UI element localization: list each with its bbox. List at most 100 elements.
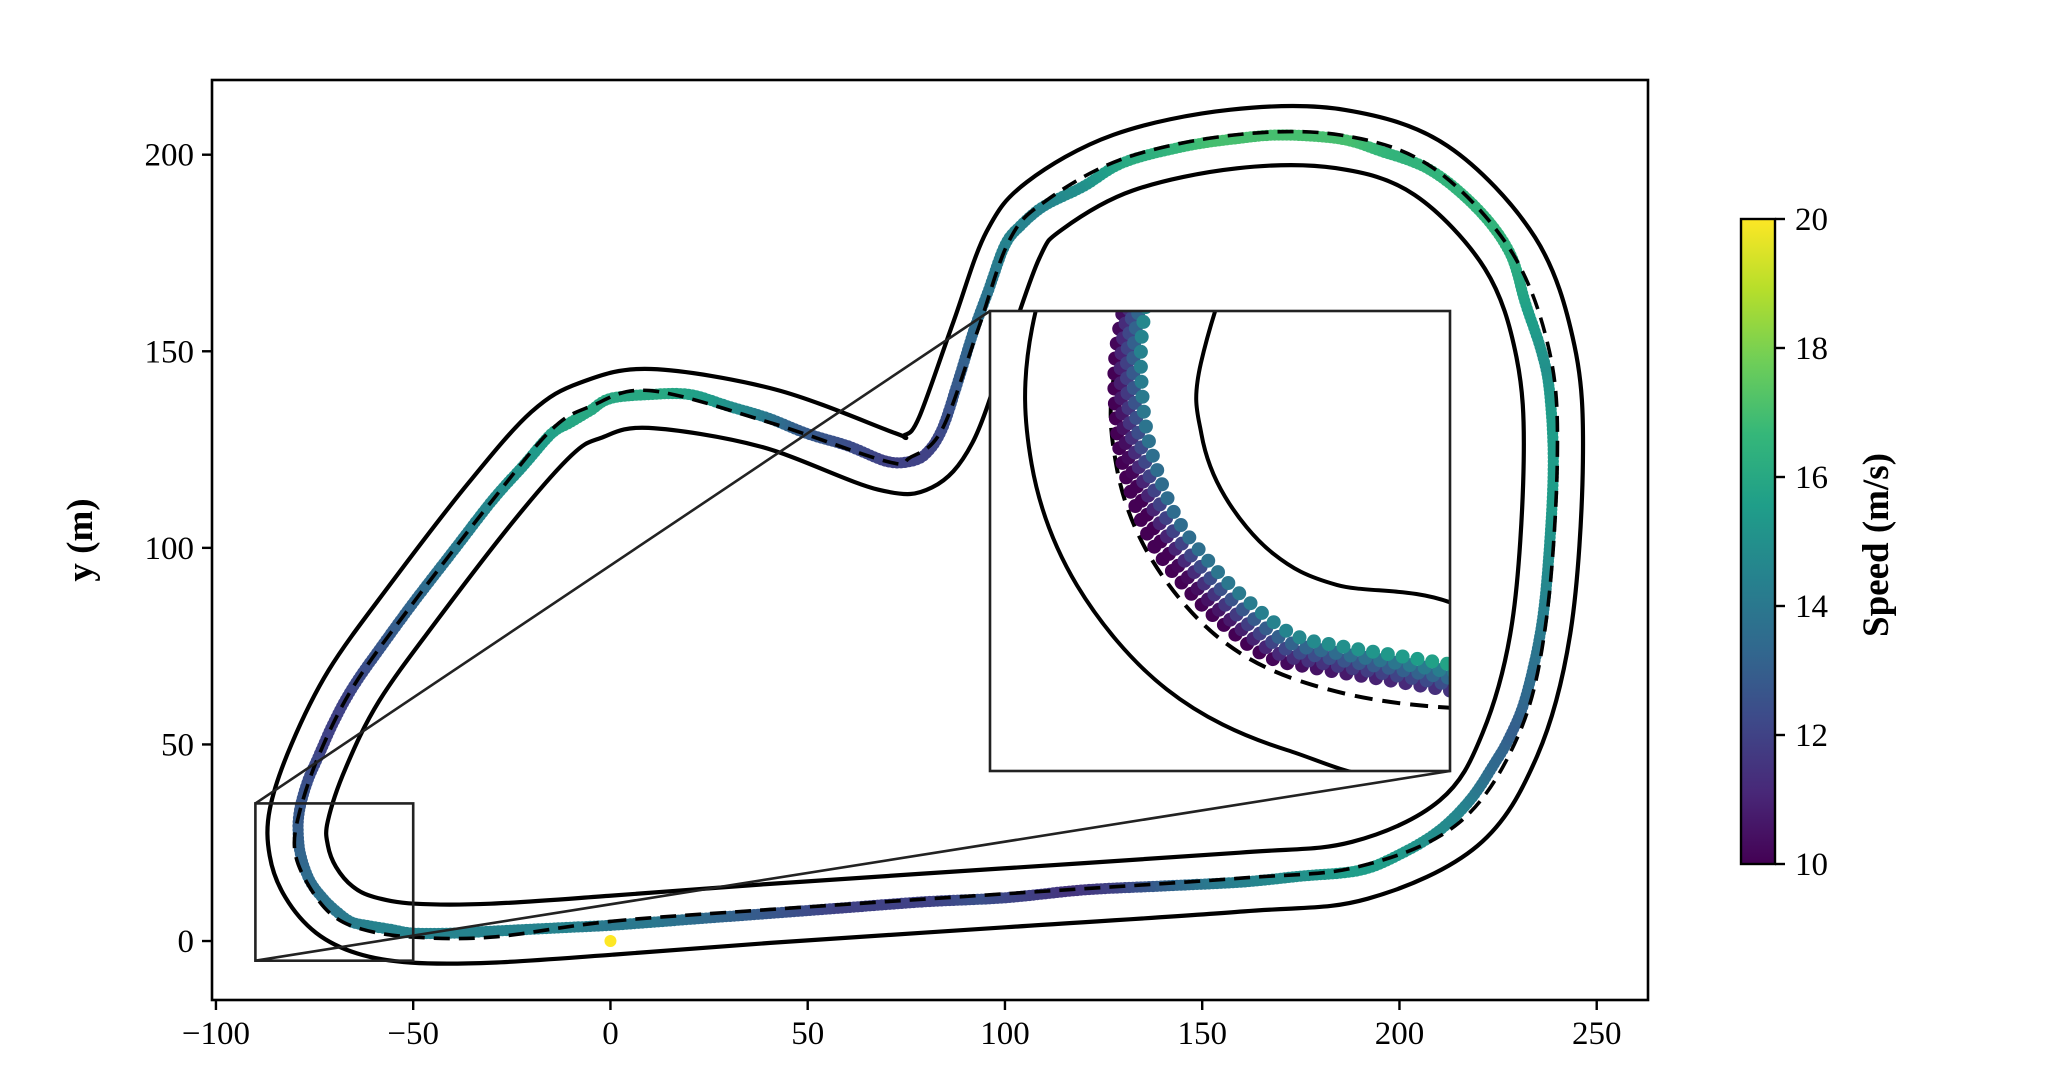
y-axis-label: y (m)	[60, 498, 101, 581]
x-tick-label: −100	[182, 1016, 250, 1052]
inset-raceline-point	[1154, 202, 1168, 216]
inset-raceline-point	[1132, 282, 1146, 296]
x-tick-label: 200	[1375, 1016, 1425, 1052]
colorbar-tick-label: 20	[1795, 202, 1828, 238]
inset-raceline-point	[1160, 491, 1175, 506]
inset-raceline-point	[1138, 419, 1153, 434]
inset-raceline-point	[1145, 448, 1160, 463]
inset-raceline-point	[1167, 184, 1181, 198]
zoom-inset	[988, 159, 1484, 773]
inset-raceline-point	[1129, 273, 1143, 287]
inset-raceline-point	[1136, 404, 1151, 419]
inset-raceline-point	[1380, 647, 1395, 662]
inset-raceline-point	[1175, 186, 1189, 200]
inset-raceline-point	[1127, 264, 1141, 278]
inset-raceline-point	[1149, 256, 1163, 270]
inset-raceline-point	[1155, 477, 1169, 492]
inset-raceline-point	[1321, 637, 1336, 651]
inset-raceline-point	[1161, 197, 1175, 211]
inset-raceline-point	[1440, 656, 1450, 671]
inset-raceline-point	[1149, 225, 1163, 239]
inset-raceline-point	[1138, 277, 1152, 291]
x-tick-label: 0	[602, 1016, 619, 1052]
inset-raceline-point	[1134, 329, 1149, 344]
zoom-connector-line	[255, 769, 1451, 962]
inset-raceline-point	[1366, 644, 1380, 659]
inset-raceline-point	[1133, 359, 1148, 374]
inset-boundary-inner	[1194, 311, 1450, 605]
inset-raceline-point	[1133, 344, 1148, 359]
y-tick-label: 100	[145, 531, 195, 567]
inset-raceline-point	[1156, 220, 1170, 234]
inset-raceline-point	[1119, 293, 1133, 307]
inset-raceline-point	[1151, 234, 1165, 248]
inset-raceline-point	[1138, 244, 1152, 258]
inset-raceline-point	[1232, 586, 1247, 601]
x-tick-label: 150	[1177, 1016, 1227, 1052]
inset-raceline-point	[1161, 189, 1175, 203]
inset-raceline-point	[1154, 194, 1168, 208]
inset-raceline-point	[1158, 228, 1172, 242]
inset-raceline-point	[1182, 530, 1197, 545]
inset-raceline-point	[1449, 682, 1450, 689]
inset-raceline-point	[1221, 576, 1236, 590]
inset-raceline-point	[1173, 161, 1187, 175]
x-tick-label: 50	[791, 1016, 824, 1052]
inset-raceline-point	[1187, 159, 1201, 173]
colorbar-tick-label: 10	[1795, 847, 1828, 883]
inset-raceline-point	[1279, 623, 1294, 638]
inset-raceline-point	[1211, 565, 1225, 580]
inset-raceline-point	[1455, 659, 1469, 673]
inset-raceline-point	[1191, 542, 1206, 557]
y-tick-label: 200	[145, 138, 195, 174]
inset-raceline-point	[1144, 239, 1158, 253]
inset-raceline-point	[1148, 208, 1162, 222]
inset-raceline-point	[1143, 230, 1157, 244]
reference-line	[292, 129, 1560, 941]
inset-raceline-point	[1456, 673, 1470, 687]
inset-raceline-point	[1266, 615, 1281, 630]
axes-frame	[210, 78, 1650, 1002]
inset-raceline-point	[1292, 630, 1307, 645]
inset-raceline-point	[1135, 268, 1149, 282]
inset-raceline-point	[1134, 374, 1149, 389]
inset-raceline-point	[1141, 434, 1156, 449]
colorbar-label: Speed (m/s)	[1856, 453, 1897, 637]
x-tick-label: 250	[1572, 1016, 1622, 1052]
inset-raceline-point	[1142, 285, 1156, 299]
inset-raceline-point	[1201, 553, 1216, 568]
inset-raceline-point	[1148, 216, 1162, 230]
inset-raceline-point	[1132, 249, 1146, 263]
inset-raceline-point	[1154, 242, 1168, 256]
inset-raceline-point	[1410, 651, 1425, 666]
zoom-source-box	[254, 802, 415, 962]
inset-raceline-point	[1128, 297, 1142, 311]
inset-raceline-point	[1173, 518, 1188, 532]
inset-raceline-point	[1163, 214, 1177, 228]
x-tick-label: 100	[980, 1016, 1030, 1052]
inset-raceline-point	[1243, 596, 1258, 611]
inset-raceline-point	[1395, 649, 1410, 664]
zoom-connector-line	[254, 309, 991, 805]
inset-raceline-point	[1306, 634, 1321, 649]
inset-reference-line	[1108, 311, 1450, 710]
inset-raceline-point	[1470, 662, 1484, 676]
colorbar-tick-label: 14	[1795, 589, 1828, 625]
inset-raceline-point	[1167, 192, 1181, 206]
inset-raceline-point	[1125, 287, 1139, 301]
track-layer	[265, 103, 1586, 966]
inset-raceline-point	[1135, 389, 1150, 404]
inset-boundary-outer	[1023, 311, 1356, 771]
inset-background	[990, 311, 1450, 771]
colorbar-tick-label: 18	[1795, 331, 1828, 367]
y-tick-label: 0	[178, 924, 195, 960]
inset-raceline-point	[1166, 504, 1181, 519]
colorbar: 10 12 14 16 18 20	[1739, 202, 1828, 883]
colorbar-gradient	[1739, 217, 1777, 866]
inset-raceline-point	[1155, 211, 1169, 225]
inset-frame	[988, 309, 1452, 773]
colorbar-tick-label: 16	[1795, 460, 1828, 496]
y-tick-label: 50	[161, 727, 194, 763]
